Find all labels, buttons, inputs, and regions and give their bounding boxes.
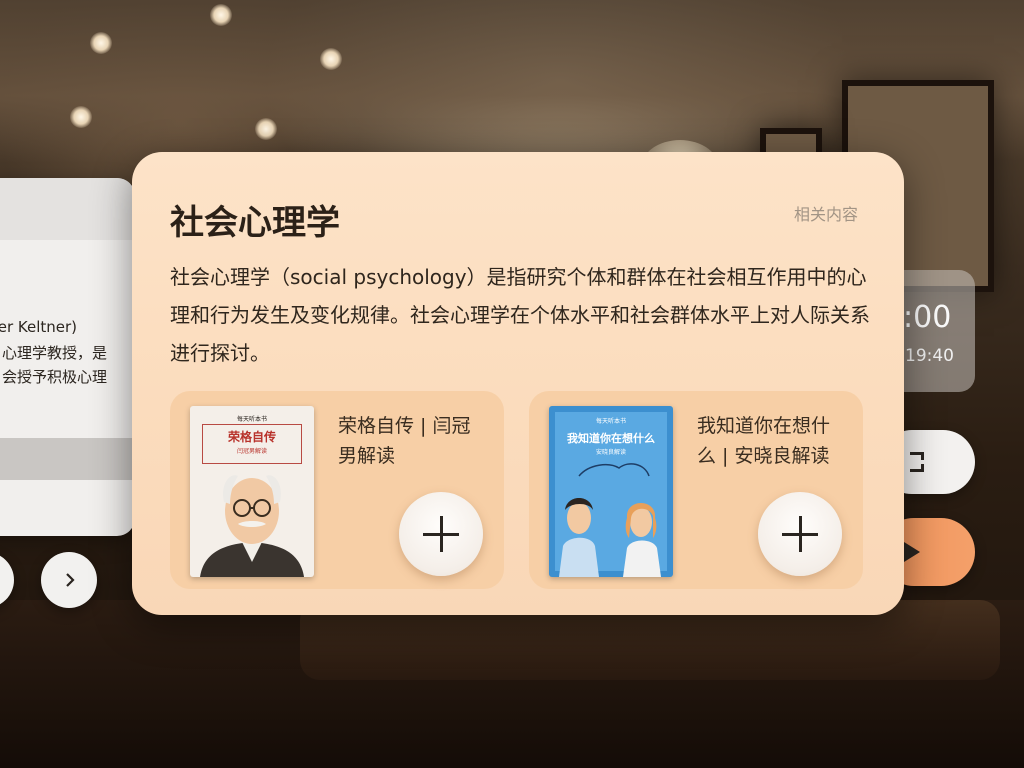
panel-text-line: cher Keltner) [0, 318, 78, 336]
add-button[interactable] [399, 492, 483, 576]
cover-brand: 每天听本书 [236, 416, 267, 423]
cover-title: 荣格自传 [227, 430, 276, 444]
book-title: 我知道你在想什么 | 安晓良解读 [697, 415, 831, 467]
panel-header-strip [0, 178, 135, 240]
two-people-illustration [559, 463, 661, 577]
ceiling-light [320, 48, 342, 70]
play-icon [904, 542, 920, 562]
topic-card: 社会心理学 相关内容 社会心理学（social psychology）是指研究个… [132, 152, 904, 615]
ceiling-light [90, 32, 112, 54]
panel-text-line: 心理学教授，是 [2, 344, 108, 362]
card-description: 社会心理学（social psychology）是指研究个体和群体在社会相互作用… [170, 265, 870, 365]
cover-subtitle: 安晓良解读 [595, 449, 626, 456]
book-item[interactable]: 每天听本书 荣格自传 闫冠男解读 荣格自传 | 闫冠男解读 [170, 391, 504, 589]
ceiling-light [255, 118, 277, 140]
next-button[interactable] [41, 552, 97, 608]
book-cover: 每天听本书 我知道你在想什么 安晓良解读 [549, 406, 673, 577]
book-item[interactable]: 每天听本书 我知道你在想什么 安晓良解读 我知道你在想什么 | 安晓良解读 [529, 391, 863, 589]
related-content-link[interactable]: 相关内容 [793, 205, 858, 224]
cover-title-box [202, 424, 302, 464]
ceiling-light [210, 4, 232, 26]
cover-title: 我知道你在想什么 [567, 432, 655, 445]
cover-subtitle: 闫冠男解读 [236, 448, 267, 455]
expand-icon [910, 452, 924, 472]
panel-text-line: 会授予积极心理 [2, 368, 108, 386]
panel-bar [0, 438, 135, 480]
jung-portrait-illustration [200, 475, 304, 577]
plus-icon [440, 516, 443, 552]
cover-brand: 每天听本书 [595, 418, 626, 425]
card-title: 社会心理学 [170, 203, 340, 243]
clock-subtime: 19:40 [905, 346, 954, 366]
chevron-right-icon [66, 573, 75, 587]
ceiling-light [70, 106, 92, 128]
add-button[interactable] [758, 492, 842, 576]
clock-time: :00 [903, 300, 952, 335]
plus-icon [799, 516, 802, 552]
book-cover: 每天听本书 荣格自传 闫冠男解读 [190, 406, 314, 577]
previous-card-panel: cher Keltner) 心理学教授，是 会授予积极心理 [0, 178, 135, 536]
book-title: 荣格自传 | 闫冠男解读 [338, 415, 471, 467]
